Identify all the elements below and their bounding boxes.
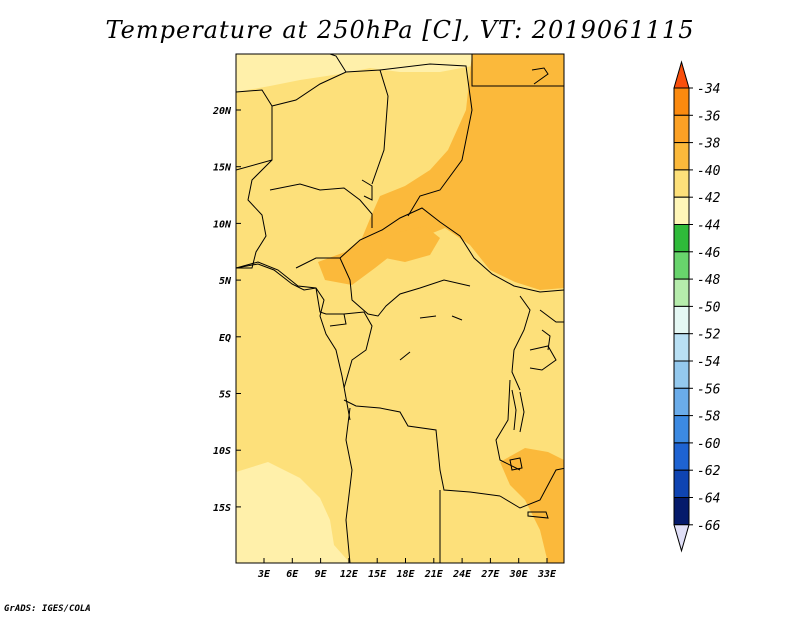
longitude-axis: 3E 6E 9E 12E 15E 18E 21E 24E 27E 30E 33E bbox=[257, 558, 557, 580]
colorbar-swatch bbox=[673, 224, 690, 253]
lat-tick-label: 5N bbox=[219, 276, 232, 287]
map-panel bbox=[236, 54, 564, 563]
lat-tick-label: 15N bbox=[213, 163, 232, 174]
colorbar-label: -36 bbox=[697, 109, 721, 124]
colorbar-label: -62 bbox=[697, 464, 721, 479]
colorbar-swatch bbox=[673, 169, 690, 198]
colorbar-label: -38 bbox=[697, 137, 721, 152]
colorbar-swatch bbox=[673, 305, 690, 335]
colorbar-label: -52 bbox=[697, 328, 721, 343]
colorbar-label: -54 bbox=[697, 355, 720, 370]
lon-tick-label: 12E bbox=[340, 569, 359, 580]
colorbar-swatch bbox=[673, 114, 690, 144]
lon-tick-label: 18E bbox=[396, 569, 415, 580]
temperature-region-orange-southeast bbox=[500, 448, 564, 563]
colorbar-swatch bbox=[673, 387, 690, 417]
lon-tick-label: 30E bbox=[509, 569, 529, 580]
colorbar-swatch bbox=[673, 415, 690, 444]
colorbar-label: -40 bbox=[697, 164, 721, 179]
colorbar-swatch bbox=[673, 497, 690, 526]
lon-tick-label: 9E bbox=[315, 569, 328, 580]
colorbar-swatch bbox=[673, 142, 690, 171]
colorbar-label: -58 bbox=[697, 410, 721, 425]
temperature-region-orange-central bbox=[380, 226, 440, 262]
colorbar-bottom-triangle bbox=[673, 524, 690, 553]
colorbar-label: -34 bbox=[697, 82, 720, 97]
country-borders bbox=[236, 54, 564, 563]
colorbar-swatch bbox=[673, 196, 690, 225]
colorbar-label: -42 bbox=[697, 191, 721, 206]
lon-tick-label: 24E bbox=[452, 569, 472, 580]
colorbar-label: -64 bbox=[697, 492, 720, 507]
latitude-axis: 20N 15N 10N 5N EQ 5S 10S 15S bbox=[212, 106, 241, 514]
lon-tick-label: 3E bbox=[257, 569, 271, 580]
lat-tick-label: 15S bbox=[213, 503, 231, 514]
colorbar-label: -56 bbox=[697, 382, 721, 397]
colorbar-swatch bbox=[673, 442, 690, 471]
colorbar-top-triangle bbox=[673, 60, 690, 89]
colorbar-label: -44 bbox=[697, 219, 720, 234]
lat-tick-label: 10S bbox=[213, 446, 231, 457]
lon-tick-label: 33E bbox=[537, 569, 557, 580]
credit-text: GrADS: IGES/COLA bbox=[4, 604, 91, 614]
colorbar-swatch bbox=[673, 251, 690, 280]
map-frame bbox=[235, 53, 565, 564]
temperature-region-light-north bbox=[236, 54, 472, 92]
lat-tick-label: 10N bbox=[213, 219, 232, 230]
colorbar-swatch bbox=[673, 278, 690, 307]
lon-tick-label: 21E bbox=[424, 569, 444, 580]
lat-tick-label: 20N bbox=[212, 106, 232, 117]
colorbar-label: -66 bbox=[697, 519, 721, 534]
colorbar-swatch bbox=[673, 333, 690, 362]
lon-tick-label: 27E bbox=[480, 569, 500, 580]
colorbar-label: -46 bbox=[697, 246, 721, 261]
colorbar-swatch bbox=[673, 87, 690, 116]
colorbar-label: -50 bbox=[697, 300, 721, 315]
lat-tick-label: EQ bbox=[219, 333, 231, 344]
gulf-coastline bbox=[236, 261, 351, 421]
colorbar-swatch bbox=[673, 360, 690, 389]
map-title: Temperature at 250hPa [C], VT: 201906111… bbox=[105, 16, 695, 44]
lon-tick-label: 15E bbox=[368, 569, 387, 580]
colorbar-swatch bbox=[673, 469, 690, 499]
colorbar: -34 -36 -38 -40 -42 -44 -46 -48 -50 -52 -54 -56 -58 -… bbox=[673, 60, 721, 553]
colorbar-label: -48 bbox=[697, 273, 721, 288]
lat-tick-label: 5S bbox=[219, 390, 231, 401]
lakes bbox=[361, 67, 551, 519]
colorbar-label: -60 bbox=[697, 437, 721, 452]
lon-tick-label: 6E bbox=[286, 569, 299, 580]
temperature-region-light-southwest bbox=[236, 462, 350, 563]
